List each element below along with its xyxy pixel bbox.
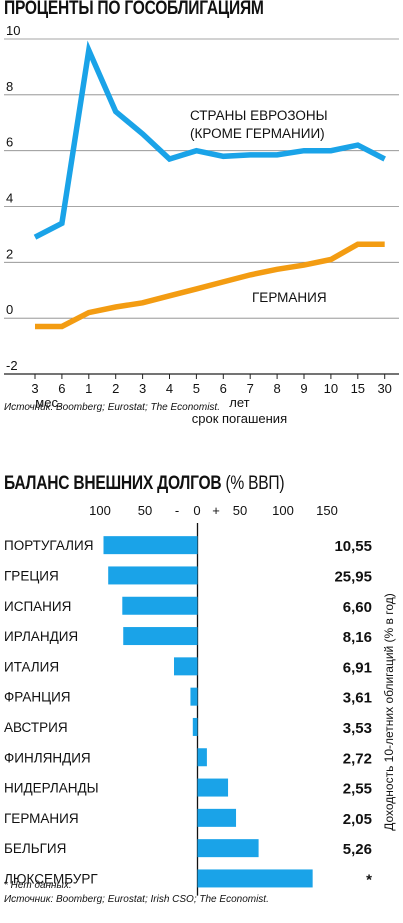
- y-tick-label: 10: [6, 23, 20, 38]
- bar-x-tick-label: 100: [89, 503, 111, 518]
- country-label: ГРЕЦИЯ: [4, 568, 59, 583]
- y-tick-label: 4: [6, 191, 13, 206]
- y-tick-label: 8: [6, 79, 13, 94]
- series-line-eurozone: [33, 40, 386, 240]
- bar-x-tick-label: 50: [233, 503, 247, 518]
- x-tick-label: 30: [377, 381, 391, 396]
- yield-value: 5,26: [343, 841, 372, 858]
- x-tick-label: 7: [247, 381, 254, 396]
- bar-x-tick-label: 50: [138, 503, 152, 518]
- country-label: ИРЛАНДИЯ: [4, 629, 78, 644]
- line-chart-source: Источник: Boomberg; Eurostat; The Econom…: [4, 402, 220, 413]
- yield-value: 2,55: [343, 781, 372, 798]
- debt-bar: [197, 869, 313, 888]
- debt-bar: [103, 536, 198, 555]
- yield-value: 10,55: [334, 538, 372, 555]
- debt-bar: [123, 627, 198, 646]
- country-label: ИТАЛИЯ: [4, 659, 59, 674]
- bar-x-tick-label: 150: [316, 503, 338, 518]
- debt-bar: [122, 596, 198, 615]
- yield-axis-label: Доходность 10-летних облигаций (% в год): [382, 593, 396, 831]
- line-chart-title: ПРОЦЕНТЫ ПО ГОСОБЛИГАЦИЯМ: [4, 0, 264, 19]
- series-label-eurozone-line1: СТРАНЫ ЕВРОЗОНЫ: [190, 108, 328, 123]
- bar-chart-footnote: * Нет данных.: [4, 880, 72, 891]
- bar-chart-title-unit: (% ВВП): [225, 473, 285, 494]
- x-tick-label: 4: [166, 381, 173, 396]
- series-label-germany: ГЕРМАНИЯ: [252, 290, 327, 305]
- country-label: ИСПАНИЯ: [4, 599, 71, 614]
- x-tick-label: 1: [85, 381, 92, 396]
- yield-value: 8,16: [343, 629, 372, 646]
- bar-chart-source: Источник: Boomberg; Eurostat; Irish CSO;…: [4, 894, 269, 905]
- yield-value: *: [366, 871, 372, 888]
- x-tick-label: 9: [300, 381, 307, 396]
- x-tick-label: 6: [220, 381, 227, 396]
- x-axis-title: срок погашения: [192, 411, 287, 426]
- x-tick-label: 3: [31, 381, 38, 396]
- bar-chart-title-text: БАЛАНС ВНЕШНИХ ДОЛГОВ: [4, 473, 222, 494]
- x-tick-label: 2: [112, 381, 119, 396]
- x-tick-label: 5: [193, 381, 200, 396]
- yield-value: 6,91: [343, 659, 372, 676]
- bar-x-tick-label: 0: [193, 503, 200, 518]
- x-tick-label: 15: [351, 381, 365, 396]
- series-label-eurozone-line2: (КРОМЕ ГЕРМАНИИ): [190, 126, 325, 141]
- bar-x-tick-label: -: [175, 503, 179, 518]
- country-label: БЕЛЬГИЯ: [4, 841, 66, 856]
- yield-value: 25,95: [334, 568, 372, 585]
- debt-bar: [190, 687, 198, 706]
- x-tick-label: 6: [58, 381, 65, 396]
- debt-bar: [197, 778, 229, 797]
- yield-value: 3,61: [343, 690, 372, 707]
- x-group-label-years: лет: [229, 395, 249, 410]
- y-tick-label: 2: [6, 246, 13, 261]
- bar-x-tick-label: +: [212, 503, 220, 518]
- y-tick-label: 6: [6, 135, 13, 150]
- country-label: ПОРТУГАЛИЯ: [4, 538, 93, 553]
- bar-chart-title: БАЛАНС ВНЕШНИХ ДОЛГОВ (% ВВП): [4, 473, 285, 495]
- country-label: АВСТРИЯ: [4, 720, 68, 735]
- yield-value: 3,53: [343, 720, 372, 737]
- debt-bar: [192, 717, 198, 736]
- debt-bar: [197, 839, 259, 858]
- debt-bar: [174, 657, 198, 676]
- debt-bar: [197, 808, 237, 827]
- yield-value: 2,72: [343, 750, 372, 767]
- y-tick-label: 0: [6, 302, 13, 317]
- yield-value: 6,60: [343, 599, 372, 616]
- country-label: ФРАНЦИЯ: [4, 690, 71, 705]
- x-tick-label: 10: [324, 381, 338, 396]
- country-label: ФИНЛЯНДИЯ: [4, 750, 91, 765]
- x-tick-label: 3: [139, 381, 146, 396]
- debt-bar: [108, 566, 198, 585]
- country-label: НИДЕРЛАНДЫ: [4, 781, 99, 796]
- series-line-germany: [35, 241, 385, 330]
- y-tick-label: -2: [6, 358, 18, 373]
- x-group-label-months: мес.: [35, 395, 61, 410]
- debt-bar: [197, 748, 207, 767]
- x-tick-label: 8: [273, 381, 280, 396]
- yield-value: 2,05: [343, 811, 372, 828]
- bar-x-tick-label: 100: [272, 503, 294, 518]
- country-label: ГЕРМАНИЯ: [4, 811, 79, 826]
